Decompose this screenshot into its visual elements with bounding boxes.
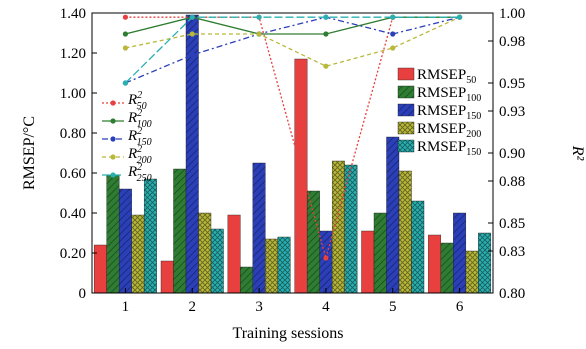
legend-marker-r2-200	[110, 154, 116, 160]
legend-label-r2-100: R2 100	[127, 108, 152, 130]
legend-label-r2-200: R2 200	[127, 144, 152, 166]
point-r2-200-4	[323, 63, 329, 69]
y2-tick-label: 0.98	[499, 34, 525, 50]
bar-hatch-200-5	[399, 171, 412, 293]
point-r2-200-3	[256, 31, 262, 37]
x-tick-label: 3	[255, 299, 263, 315]
point-r2-200-2	[189, 31, 195, 37]
x-tick-label: 2	[189, 299, 197, 315]
point-r2-250-5	[390, 14, 396, 20]
line-r2-150	[125, 16, 460, 84]
y2-tick-label: 0.85	[499, 216, 525, 232]
legend-label-rmsep200-3: RMSEP200	[417, 121, 481, 140]
bar-rmsep50-4	[294, 58, 308, 294]
point-r2-50-1	[122, 14, 129, 20]
bar-hatch-150-2	[186, 15, 199, 293]
point-r2-250-1	[122, 80, 129, 86]
y-tick-label: 1.00	[60, 86, 86, 102]
bar-rmsep50-1	[93, 244, 107, 294]
y2-tick-label: 0.88	[499, 174, 525, 190]
point-r2-150-2	[189, 52, 195, 58]
x-tick-label: 6	[456, 299, 464, 315]
bar-hatch-150-4	[319, 231, 333, 293]
point-r2-200-5	[390, 45, 396, 51]
bar-hatch-100-2	[173, 169, 186, 293]
legend-marker-r2-150	[110, 136, 116, 142]
y2-tick-label: 0.93	[499, 104, 525, 120]
bar-hatch-100-1	[106, 175, 120, 293]
bar-hatch-100-3	[240, 267, 253, 293]
bar-hatch-150-1	[119, 189, 132, 293]
point-r2-250-6	[456, 14, 463, 20]
bar-rmsep50-5	[361, 230, 375, 294]
point-r2-200-1	[122, 45, 129, 51]
bar-hatch-200-2	[198, 213, 211, 293]
bar-hatch-150-4	[344, 165, 358, 293]
y2-axis-title: R²	[569, 145, 586, 162]
y-tick-label: 0	[79, 286, 87, 302]
line-r2-100	[125, 16, 460, 35]
y-tick-label: 1.40	[60, 6, 86, 22]
legend-swatch-hatch-1	[398, 86, 414, 98]
bar-rmsep50-2	[160, 260, 174, 294]
x-tick-label: 4	[322, 299, 330, 315]
bar-hatch-100-4	[307, 191, 320, 293]
y-tick-label: 0.80	[60, 126, 86, 142]
legend-swatch-hatch-3	[398, 122, 414, 134]
legend-label-rmsep100-1: RMSEP100	[417, 85, 481, 104]
point-r2-150-5	[390, 31, 396, 37]
legend-swatch-50-0	[397, 67, 415, 81]
bar-hatch-150-1	[144, 179, 157, 293]
y2-tick-label: 1.00	[499, 6, 525, 22]
legend-label-r2-150: R2 150	[127, 126, 152, 148]
bar-hatch-100-6	[440, 243, 454, 293]
y2-tick-label: 0.95	[499, 76, 525, 92]
bar-hatch-150-6	[453, 213, 466, 293]
bar-hatch-150-3	[277, 237, 291, 293]
legend-label-rmsep150-4: RMSEP150	[417, 139, 481, 158]
x-tick-label: 5	[389, 299, 397, 315]
legend-swatch-hatch-4	[398, 140, 414, 152]
legend-swatch-hatch-2	[398, 104, 414, 116]
y-tick-label: 0.40	[60, 206, 86, 222]
line-r2-200	[125, 16, 460, 67]
bar-hatch-150-5	[411, 201, 424, 293]
y-axis-title: RMSEP/°C	[21, 116, 38, 190]
legend-label-rmsep150-2: RMSEP150	[417, 103, 481, 122]
bar-hatch-150-3	[252, 163, 266, 293]
point-r2-250-3	[256, 14, 262, 20]
bar-hatch-200-3	[265, 239, 278, 293]
y2-tick-label: 0.80	[499, 286, 525, 302]
line-r2-250	[124, 16, 460, 84]
point-r2-100-1	[122, 31, 129, 37]
bar-hatch-200-4	[332, 161, 345, 293]
bar-rmsep50-6	[428, 234, 442, 294]
y-tick-label: 1.20	[60, 46, 86, 62]
legend-marker-r2-100	[110, 118, 116, 124]
point-r2-50-4	[323, 255, 329, 261]
y2-tick-label: 0.83	[499, 244, 525, 260]
legend-marker-r2-50	[110, 100, 116, 106]
bar-hatch-150-2	[211, 229, 224, 293]
legend-marker-r2-250	[110, 172, 116, 178]
point-r2-250-4	[323, 14, 329, 20]
y2-tick-label: 0.90	[499, 146, 525, 162]
y-tick-label: 0.20	[60, 246, 86, 262]
legend-label-rmsep50-0: RMSEP50	[417, 67, 476, 86]
legend-label-r2-50: R2 50	[127, 90, 147, 112]
point-r2-250-2	[189, 14, 195, 20]
bar-rmsep50-3	[227, 214, 241, 294]
point-r2-100-4	[323, 31, 329, 37]
bar-hatch-150-5	[386, 137, 399, 293]
x-tick-label: 1	[122, 299, 130, 315]
y-tick-label: 0.60	[60, 166, 86, 182]
bar-hatch-150-6	[478, 233, 491, 293]
bar-hatch-100-5	[374, 213, 387, 293]
legend-label-r2-250: R2 250	[127, 162, 152, 184]
bar-hatch-200-6	[465, 251, 479, 293]
bar-hatch-200-1	[131, 215, 145, 293]
x-axis-title: Training sessions	[233, 325, 344, 342]
